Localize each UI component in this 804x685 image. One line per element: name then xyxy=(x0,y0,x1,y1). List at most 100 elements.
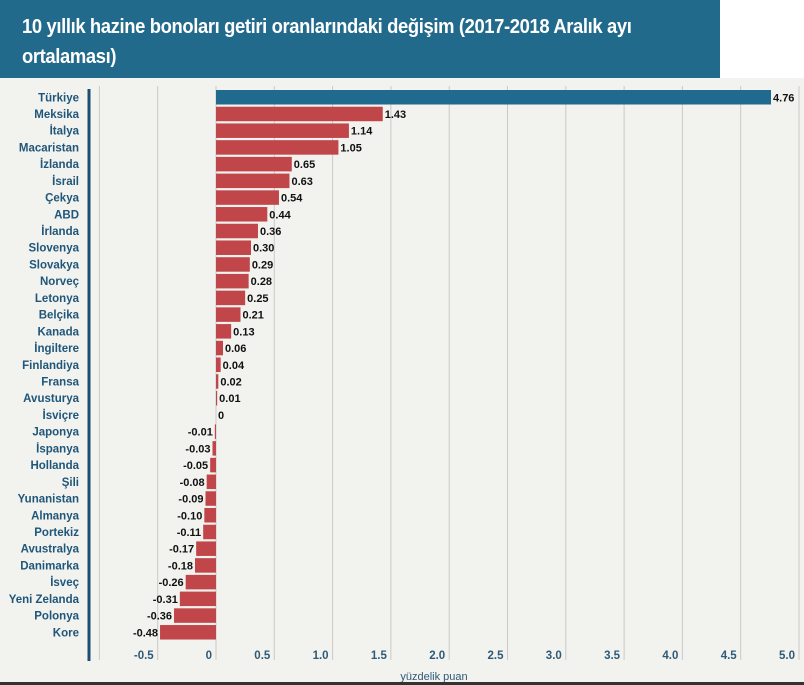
x-tick-label: 4.5 xyxy=(721,650,738,662)
category-label: Japonya xyxy=(32,427,79,439)
category-labels: Türkiye Meksika İtalya Macaristan İzlanda İsr… xyxy=(9,92,80,639)
category-label: Finlandiya xyxy=(22,360,79,372)
value-label: 1.05 xyxy=(340,142,361,154)
value-label: -0.10 xyxy=(177,510,202,522)
category-label: Yunanistan xyxy=(18,494,79,506)
value-label: 0.25 xyxy=(247,293,268,305)
category-label: İsrail xyxy=(52,175,79,188)
bar xyxy=(205,491,216,506)
bar xyxy=(203,524,216,540)
bottom-border xyxy=(0,682,804,685)
gridlines xyxy=(98,86,800,660)
x-tick-label: 5.0 xyxy=(779,650,795,662)
category-label: İzlanda xyxy=(40,158,80,171)
bar xyxy=(216,307,241,322)
value-label: 0.04 xyxy=(223,360,245,372)
category-label: Almanya xyxy=(31,510,80,522)
bar xyxy=(212,441,216,456)
value-label: 0.28 xyxy=(251,276,272,288)
bar xyxy=(216,173,290,189)
bar xyxy=(216,140,339,155)
category-label: Fransa xyxy=(41,376,79,388)
category-label: Portekiz xyxy=(34,527,79,539)
bars xyxy=(160,90,772,640)
bar xyxy=(216,357,221,373)
x-tick-label: 1.0 xyxy=(313,650,329,662)
x-tick-label: 3.5 xyxy=(604,650,621,662)
value-label: 0.01 xyxy=(219,393,240,405)
value-label: -0.03 xyxy=(185,443,210,455)
value-label: -0.31 xyxy=(153,594,178,606)
x-tick-label: 0.5 xyxy=(254,650,271,662)
value-label: -0.48 xyxy=(133,627,158,639)
bar xyxy=(216,123,349,138)
x-tick-label: 3.0 xyxy=(546,650,562,662)
x-tick-labels: -0.5 0 0.5 1.0 1.5 2.0 2.5 3.0 3.5 4.0 4.5 5.0 xyxy=(134,650,795,662)
category-label: Yeni Zelanda xyxy=(9,594,80,606)
bar xyxy=(216,273,249,289)
x-tick-label: -0.5 xyxy=(134,650,154,662)
category-label: Macaristan xyxy=(19,142,79,154)
bar xyxy=(185,574,216,590)
value-label: 4.76 xyxy=(773,92,794,104)
title-band: 10 yıllık hazine bonoları getiri oranlar… xyxy=(0,0,720,78)
x-tick-label: 1.5 xyxy=(371,650,388,662)
bar xyxy=(216,207,268,222)
bar xyxy=(216,90,772,105)
value-label: -0.17 xyxy=(169,544,194,556)
category-label: İspanya xyxy=(36,442,79,455)
category-label: Danimarka xyxy=(20,560,79,572)
x-tick-label: 4.0 xyxy=(662,650,678,662)
value-label: 0.54 xyxy=(281,193,303,205)
value-labels: 4.76 1.43 1.14 1.05 0.65 0.63 0.54 0.44 0.36 0.30… xyxy=(133,92,794,639)
plot-background xyxy=(0,78,804,683)
category-label: İsviçre xyxy=(43,409,79,422)
value-label: -0.08 xyxy=(180,477,205,489)
value-label: 0.02 xyxy=(220,376,241,388)
bar xyxy=(196,541,216,556)
x-tick-label: 0 xyxy=(206,650,212,662)
bar xyxy=(214,424,216,439)
bar xyxy=(206,474,216,490)
bar xyxy=(195,558,216,573)
value-label: 0 xyxy=(218,410,224,422)
value-label: 0.63 xyxy=(291,176,312,188)
category-label: Norveç xyxy=(40,276,80,288)
value-label: 0.06 xyxy=(225,343,246,355)
category-label: Slovenya xyxy=(29,243,80,255)
category-label: Polonya xyxy=(34,611,79,623)
value-label: 0.65 xyxy=(294,159,315,171)
category-label: Avustralya xyxy=(21,544,80,556)
value-label: 1.14 xyxy=(351,126,373,138)
bar xyxy=(216,190,279,205)
value-label: -0.05 xyxy=(183,460,208,472)
category-label: İrlanda xyxy=(41,225,79,238)
bar xyxy=(210,457,216,473)
value-label: -0.11 xyxy=(177,527,201,539)
category-label: Türkiye xyxy=(38,92,79,104)
bar xyxy=(216,340,223,356)
category-label: Kanada xyxy=(37,326,79,338)
category-label: ABD xyxy=(54,209,79,221)
bar xyxy=(216,324,232,339)
bar xyxy=(216,374,219,389)
chart-title: 10 yıllık hazine bonoları getiri oranlar… xyxy=(22,16,632,68)
value-label: -0.01 xyxy=(188,427,213,439)
bar xyxy=(216,390,218,406)
value-label: 0.29 xyxy=(252,259,273,271)
bar xyxy=(204,508,216,523)
value-label: -0.09 xyxy=(178,494,203,506)
bar xyxy=(216,156,292,172)
bar xyxy=(174,608,216,623)
value-label: -0.26 xyxy=(159,577,184,589)
bar xyxy=(216,240,251,255)
category-label: Kore xyxy=(53,627,79,639)
bar xyxy=(216,223,258,239)
category-label: Şili xyxy=(62,477,79,489)
x-tick-label: 2.0 xyxy=(429,650,445,662)
value-label: 0.36 xyxy=(260,226,281,238)
category-label: Avusturya xyxy=(23,393,79,405)
category-label: Meksika xyxy=(34,109,79,121)
category-label: İngiltere xyxy=(34,342,79,355)
